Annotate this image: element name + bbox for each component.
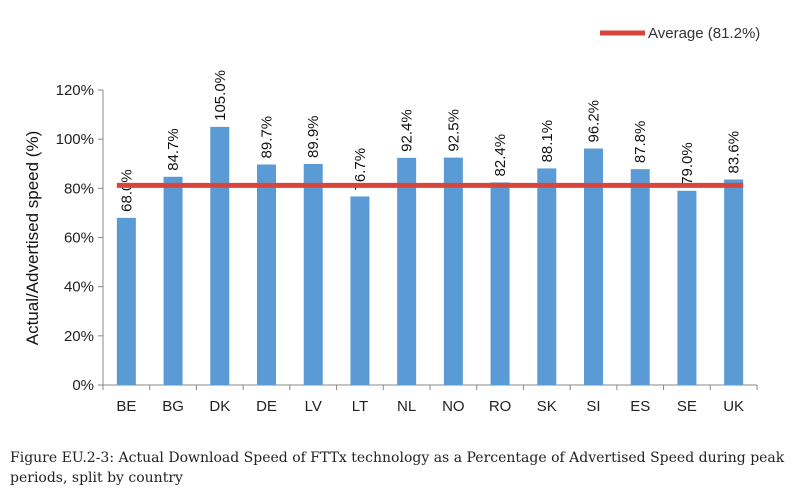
bar (303, 163, 323, 385)
y-axis: 0% 20% 40% 60% 80% 100% 120% (56, 82, 104, 394)
y-tick-label: 60% (64, 230, 94, 247)
data-label: 82.4% (492, 134, 509, 177)
data-label: 92.5% (445, 109, 462, 152)
y-tick-label: 100% (56, 131, 94, 148)
bar (163, 176, 183, 385)
x-tick-label: SE (677, 398, 697, 415)
bar (210, 126, 230, 385)
legend: Average (81.2%) (600, 25, 760, 42)
bars (116, 126, 744, 385)
data-label: 83.6% (726, 131, 743, 174)
data-label: 84.7% (165, 128, 182, 171)
bar (584, 148, 603, 385)
figure-caption: Figure EU.2-3: Actual Download Speed of … (10, 450, 785, 486)
data-label: 79.0% (679, 142, 696, 185)
x-tick-label: LT (352, 398, 368, 415)
data-label: 96.2% (586, 100, 603, 143)
bar (443, 157, 463, 385)
legend-label-average: Average (81.2%) (648, 25, 760, 42)
bar (397, 157, 417, 385)
x-tick-label: NL (397, 398, 416, 415)
x-tick-label: DE (256, 398, 277, 415)
data-label: 88.1% (539, 120, 556, 163)
data-labels: 68.0% 84.7% 105.0% 89.7% 89.9% 76.7% 92.4% 92.5… (118, 70, 742, 212)
bar (350, 196, 370, 385)
bar (257, 164, 276, 385)
y-tick-label: 80% (64, 180, 94, 197)
bar (677, 190, 697, 385)
y-tick-label: 120% (56, 82, 94, 99)
y-tick-label: 20% (64, 328, 94, 345)
x-tick-label: BG (162, 398, 184, 415)
x-tick-label: NO (442, 398, 465, 415)
bar (490, 182, 510, 385)
data-label: 68.0% (118, 169, 135, 212)
x-tick-label: RO (489, 398, 512, 415)
bar-chart: 0% 20% 40% 60% 80% 100% 120% BE BG DK DE LV LT NL NO R… (23, 25, 760, 415)
x-tick-label: SI (586, 398, 600, 415)
data-label: 92.4% (399, 109, 416, 152)
data-label: 105.0% (212, 70, 229, 121)
x-tick-label: DK (209, 398, 230, 415)
x-tick-label: BE (116, 398, 136, 415)
data-label: 89.7% (259, 116, 276, 159)
bar (724, 179, 744, 385)
data-label: 87.8% (632, 121, 649, 164)
x-tick-label: LV (305, 398, 322, 415)
x-tick-label: ES (630, 398, 650, 415)
bar (537, 168, 557, 385)
x-tick-label: SK (537, 398, 557, 415)
data-label: 76.7% (352, 148, 369, 191)
bar (116, 217, 136, 385)
x-tick-label: UK (723, 398, 744, 415)
data-label: 89.9% (305, 115, 322, 158)
y-axis-title: Actual/Advertised speed (%) (23, 131, 42, 346)
y-tick-label: 0% (72, 377, 94, 394)
bar (630, 169, 650, 385)
y-tick-label: 40% (64, 279, 94, 296)
x-axis: BE BG DK DE LV LT NL NO RO SK SI ES SE UK (102, 384, 758, 415)
